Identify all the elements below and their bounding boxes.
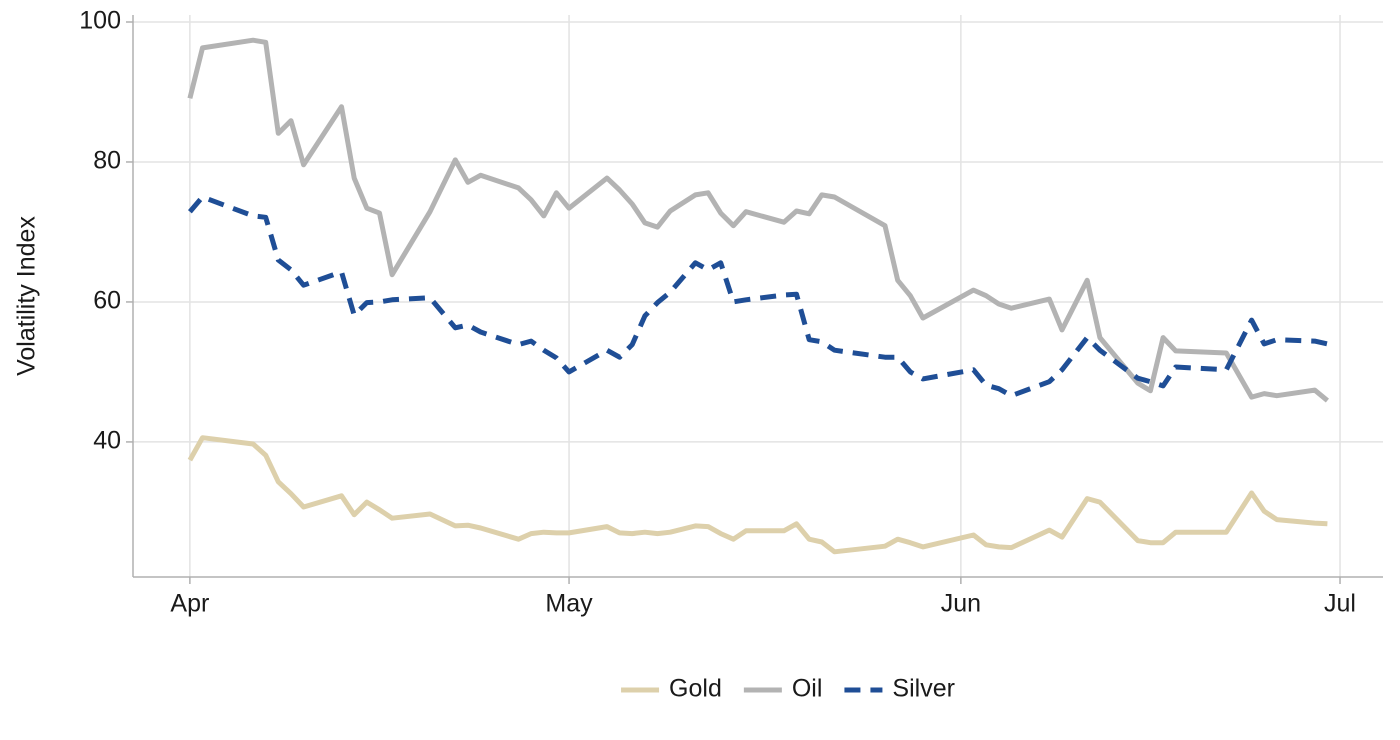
legend-label: Gold bbox=[669, 675, 722, 703]
line-series bbox=[188, 194, 1328, 399]
legend-label: Silver bbox=[892, 675, 955, 703]
y-tick-label: 60 bbox=[93, 287, 121, 315]
x-tick-label: Jul bbox=[1324, 590, 1356, 618]
x-tick-label: Apr bbox=[170, 590, 209, 618]
y-tick-label: 100 bbox=[79, 7, 121, 35]
y-tick-label: 40 bbox=[93, 427, 121, 455]
x-tick-label: May bbox=[545, 590, 593, 618]
y-tick-label: 80 bbox=[93, 147, 121, 175]
y-axis-label: Volatility Index bbox=[13, 216, 41, 376]
line-series bbox=[187, 37, 1329, 403]
line-series bbox=[187, 435, 1328, 555]
legend-label: Oil bbox=[792, 675, 823, 703]
x-tick-label: Jun bbox=[941, 590, 981, 618]
